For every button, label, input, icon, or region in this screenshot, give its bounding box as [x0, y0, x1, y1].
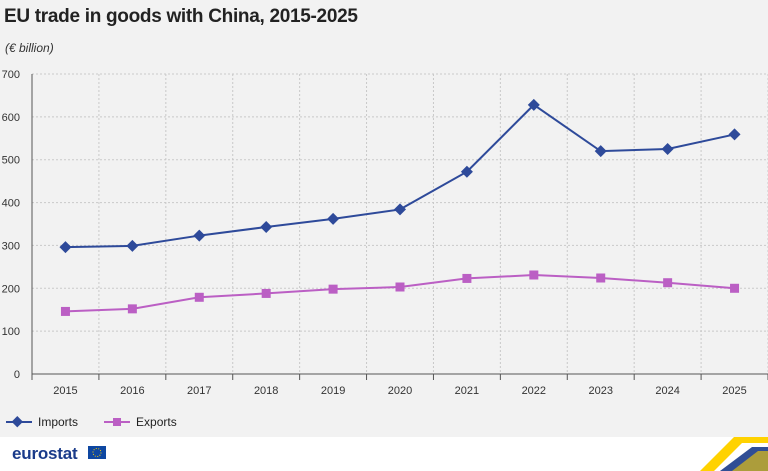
exports-point [730, 283, 740, 293]
legend-label-exports: Exports [136, 415, 177, 429]
exports-point [60, 306, 70, 316]
imports-point [126, 239, 139, 252]
eu-flag-icon [88, 446, 106, 459]
imports-point [460, 165, 473, 178]
line-chart: 0 100 200 300 400 500 600 700 2015 2016 2017 2018 20… [2, 69, 768, 397]
imports-point [59, 241, 72, 254]
y-tick-label: 700 [2, 69, 20, 81]
y-tick-label: 200 [2, 283, 20, 295]
chart-title: EU trade in goods with China, 2015-2025 [4, 6, 358, 27]
x-tick-label: 2019 [321, 385, 345, 397]
y-tick-label: 300 [2, 240, 20, 252]
x-tick-label: 2021 [455, 385, 479, 397]
legend-label-imports: Imports [38, 415, 79, 429]
y-tick-label: 500 [2, 155, 20, 167]
x-tick-label: 2018 [254, 385, 278, 397]
x-tick-label: 2025 [722, 385, 746, 397]
y-tick-label: 100 [2, 326, 20, 338]
exports-point [328, 284, 338, 294]
exports-point [194, 292, 204, 302]
x-tick-label: 2015 [53, 385, 77, 397]
imports-point [327, 212, 340, 225]
x-tick-label: 2023 [588, 385, 612, 397]
legend-item-imports: Imports [6, 415, 78, 429]
corner-decoration-icon [700, 437, 768, 471]
exports-point [127, 304, 137, 314]
chart-unit-subtitle: (€ billion) [5, 41, 54, 55]
imports-point [594, 145, 607, 158]
chart-legend: Imports Exports [6, 415, 177, 429]
y-tick-label: 400 [2, 198, 20, 210]
exports-point [261, 288, 271, 298]
x-tick-label: 2020 [388, 385, 412, 397]
imports-point [193, 229, 206, 242]
imports-point [260, 221, 273, 233]
exports-point [596, 273, 606, 283]
imports-legend-marker [6, 416, 32, 428]
imports-point [661, 143, 674, 155]
series-line-exports [65, 273, 735, 313]
exports-point [663, 278, 673, 288]
imports-point [728, 128, 741, 141]
eurostat-logo-text: eurostat [12, 444, 78, 463]
imports-point [527, 98, 540, 111]
exports-legend-marker [104, 418, 131, 426]
x-tick-label: 2016 [120, 385, 144, 397]
exports-point [395, 282, 405, 292]
exports-point [529, 270, 539, 280]
exports-point [462, 273, 472, 283]
imports-point [394, 203, 406, 216]
x-tick-label: 2024 [655, 385, 679, 397]
x-tick-label: 2022 [522, 385, 546, 397]
legend-item-exports: Exports [104, 415, 177, 429]
y-tick-label: 0 [14, 369, 20, 381]
y-tick-label: 600 [2, 112, 20, 124]
x-tick-label: 2017 [187, 385, 211, 397]
footer-bar: eurostat [0, 437, 768, 471]
